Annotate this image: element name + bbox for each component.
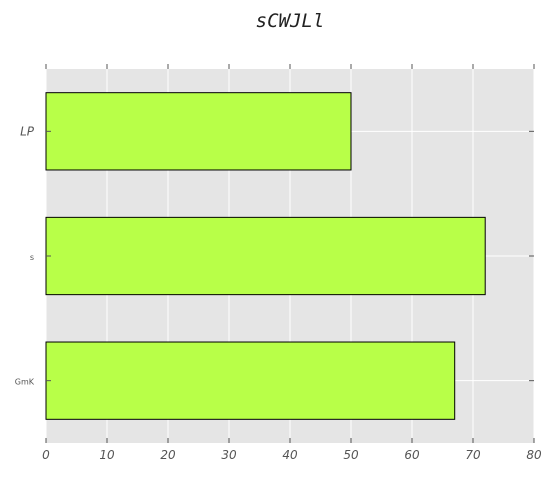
y-tick-label: GmK [15, 378, 35, 387]
y-tick-label: s [30, 253, 34, 262]
bar-GmK [45, 341, 456, 420]
x-tick-label: 80 [526, 448, 542, 462]
bars [45, 92, 486, 420]
x-tick-label: 30 [221, 448, 237, 462]
x-tick-label: 60 [404, 448, 420, 462]
x-tick-label: 20 [160, 448, 176, 462]
x-tick-label: 40 [282, 448, 298, 462]
x-tick-label: 70 [465, 448, 481, 462]
x-tick-label: 0 [42, 448, 50, 462]
y-tick-label: LP [20, 124, 35, 138]
x-tick-label: 50 [343, 448, 359, 462]
x-tick-labels: 0 10 20 30 40 50 60 70 80 [42, 448, 542, 462]
x-tick-label: 10 [99, 448, 115, 462]
y-tick-labels: GmK s LP [15, 124, 35, 386]
axis-ticks [45, 64, 535, 443]
chart-title: sCWJLl [256, 10, 325, 32]
bar-LP [45, 92, 352, 171]
bar-s [45, 216, 486, 296]
